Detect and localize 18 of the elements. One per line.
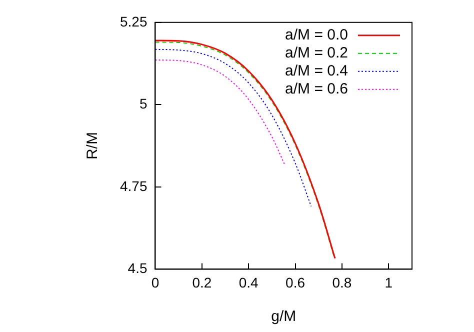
line-series — [155, 59, 285, 164]
x-tick-label: 0.8 — [332, 274, 352, 290]
legend-label: a/M = 0.4 — [285, 62, 348, 80]
x-tick-label: 0.4 — [238, 274, 259, 290]
x-tick-label: 0.2 — [192, 274, 212, 290]
legend-label: a/M = 0.0 — [285, 26, 348, 44]
y-tick-label: 4.75 — [120, 178, 148, 194]
x-tick-label: 0.6 — [286, 274, 306, 290]
legend-label: a/M = 0.6 — [285, 80, 348, 98]
line-series — [155, 48, 312, 207]
y-tick-label: 5.25 — [120, 13, 148, 30]
x-tick-label: 0 — [151, 274, 160, 290]
x-tick-label: 1 — [384, 274, 393, 290]
y-tick-label: 5 — [139, 96, 148, 112]
y-axis-title: R/M — [84, 132, 102, 160]
y-tick-label: 4.5 — [128, 260, 148, 276]
legend-label: a/M = 0.2 — [285, 44, 348, 62]
x-axis-title: g/M — [271, 308, 296, 326]
